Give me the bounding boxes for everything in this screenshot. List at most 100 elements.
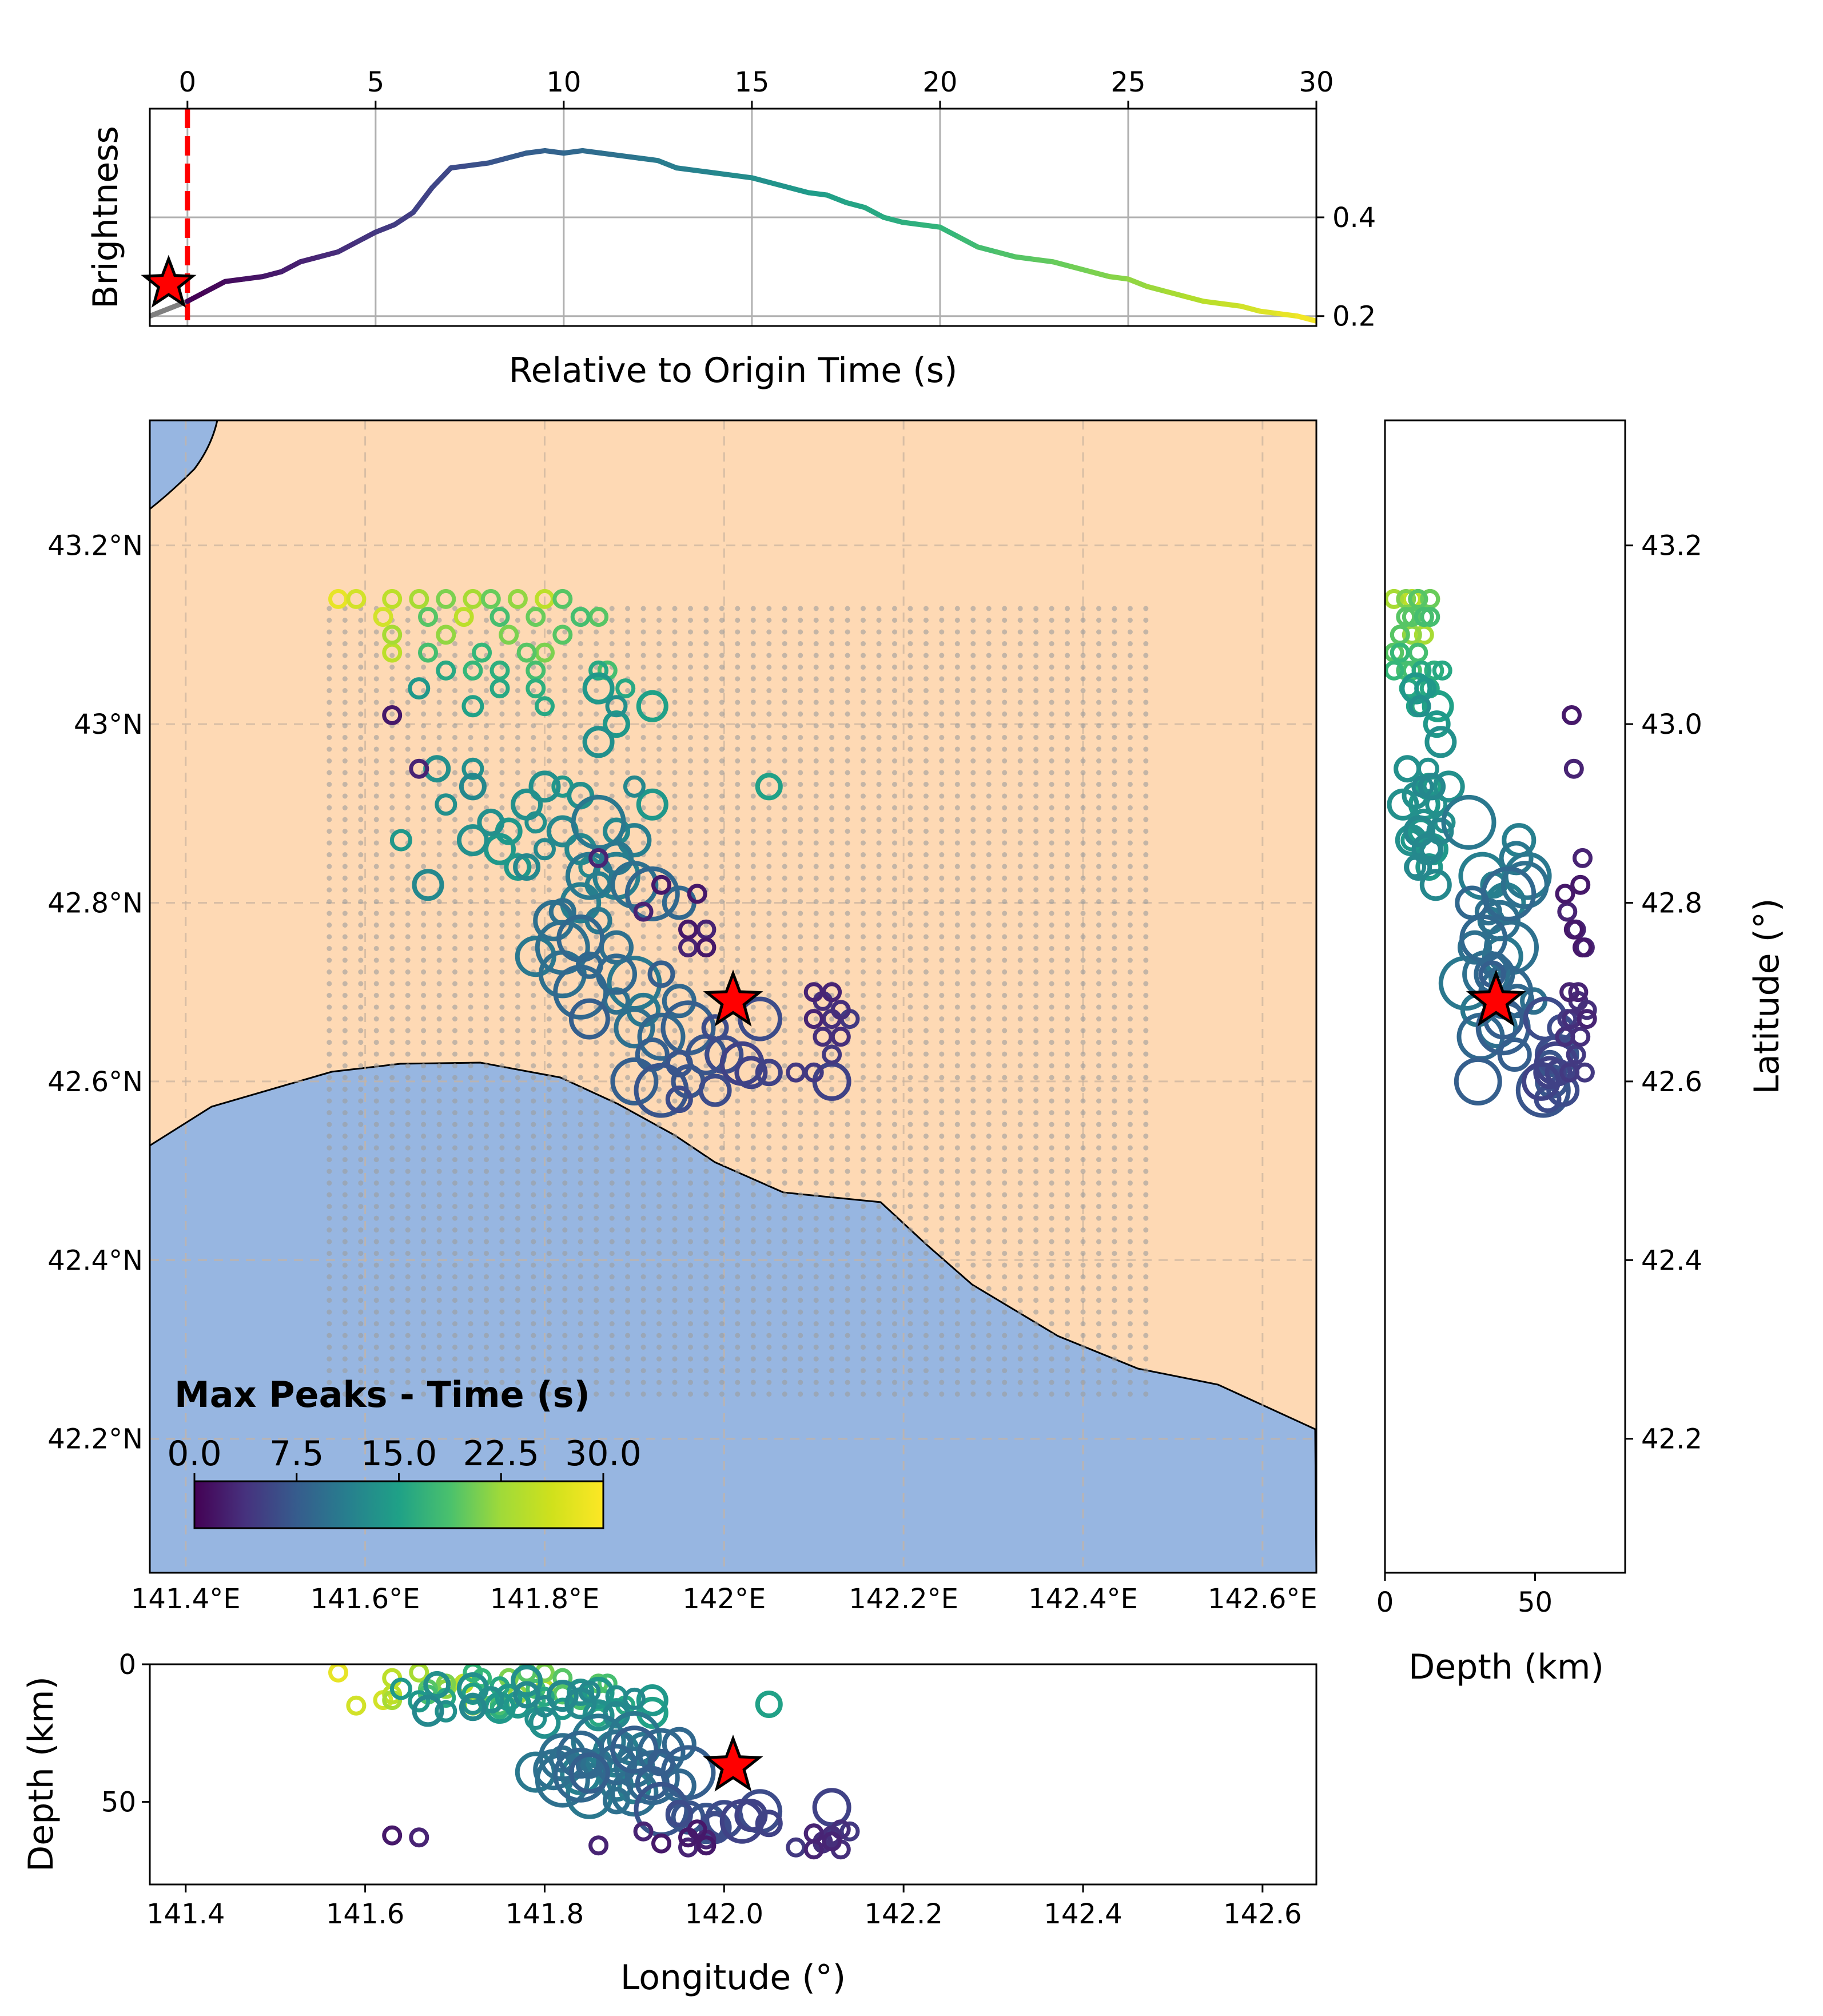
grid-station-dot — [1065, 676, 1070, 682]
brightness-segment — [373, 222, 397, 235]
grid-station-dot — [562, 676, 568, 682]
grid-station-dot — [798, 676, 803, 682]
grid-station-dot — [327, 1004, 332, 1010]
grid-station-dot — [798, 746, 803, 752]
grid-station-dot — [342, 817, 348, 822]
grid-station-dot — [389, 1087, 395, 1092]
grid-station-dot — [1143, 629, 1149, 635]
grid-station-dot — [923, 1075, 929, 1080]
grid-station-dot — [861, 1075, 866, 1080]
grid-station-dot — [892, 746, 897, 752]
grid-station-dot — [907, 1075, 913, 1080]
grid-station-dot — [703, 1262, 709, 1268]
grid-station-dot — [484, 1215, 489, 1221]
grid-station-dot — [468, 1274, 473, 1280]
grid-station-dot — [562, 723, 568, 729]
grid-station-dot — [672, 641, 678, 646]
grid-station-dot — [1002, 699, 1008, 705]
grid-station-dot — [609, 1098, 615, 1104]
map-peak-marker — [803, 1009, 824, 1029]
grid-station-dot — [1049, 1098, 1054, 1104]
longitude-depth-marker — [662, 1727, 696, 1761]
grid-station-dot — [327, 817, 332, 822]
grid-station-dot — [452, 1227, 457, 1233]
grid-station-dot — [672, 829, 678, 834]
grid-station-dot — [1017, 688, 1023, 693]
grid-station-dot — [594, 782, 599, 787]
brightness-segment — [618, 153, 642, 161]
grid-station-dot — [1096, 1368, 1101, 1374]
grid-station-dot — [813, 829, 819, 834]
grid-station-dot — [609, 1028, 615, 1033]
grid-station-dot — [1143, 688, 1149, 693]
grid-station-dot — [625, 1145, 631, 1151]
depth-latitude-marker — [1577, 1009, 1597, 1029]
grid-station-dot — [766, 676, 772, 682]
grid-station-dot — [766, 840, 772, 846]
grid-station-dot — [373, 699, 379, 705]
grid-station-dot — [688, 1356, 693, 1362]
grid-station-dot — [766, 1004, 772, 1010]
grid-station-dot — [546, 688, 552, 693]
grid-station-dot — [640, 665, 646, 670]
grid-station-dot — [546, 618, 552, 623]
grid-station-dot — [876, 1122, 882, 1127]
grid-station-dot — [1143, 1251, 1149, 1256]
grid-station-dot — [703, 817, 709, 822]
grid-station-dot — [1065, 1251, 1070, 1256]
grid-station-dot — [923, 758, 929, 764]
grid-station-dot — [436, 864, 442, 869]
grid-station-dot — [939, 629, 945, 635]
grid-station-dot — [970, 641, 976, 646]
grid-station-dot — [609, 1227, 615, 1233]
grid-station-dot — [782, 1145, 787, 1151]
grid-station-dot — [436, 1274, 442, 1280]
grid-station-dot — [373, 723, 379, 729]
grid-station-dot — [672, 1379, 678, 1385]
grid-station-dot — [531, 1087, 536, 1092]
grid-station-dot — [499, 1063, 505, 1069]
grid-station-dot — [484, 922, 489, 928]
grid-station-dot — [546, 1333, 552, 1338]
grid-station-dot — [876, 1379, 882, 1385]
grid-station-dot — [468, 1333, 473, 1338]
grid-station-dot — [342, 641, 348, 646]
grid-station-dot — [1080, 852, 1086, 857]
grid-station-dot — [845, 782, 850, 787]
grid-station-dot — [327, 934, 332, 940]
grid-station-dot — [750, 899, 756, 904]
grid-station-dot — [986, 723, 992, 729]
grid-station-dot — [954, 711, 960, 717]
grid-station-dot — [1017, 1286, 1023, 1291]
grid-station-dot — [688, 1298, 693, 1303]
grid-station-dot — [640, 746, 646, 752]
grid-station-dot — [719, 1110, 725, 1116]
grid-station-dot — [452, 1286, 457, 1291]
grid-station-dot — [845, 606, 850, 611]
grid-station-dot — [986, 1239, 992, 1244]
grid-station-dot — [876, 770, 882, 776]
grid-station-dot — [892, 782, 897, 787]
grid-station-dot — [798, 793, 803, 799]
grid-station-dot — [970, 606, 976, 611]
grid-station-dot — [892, 805, 897, 810]
depth-latitude-marker — [1500, 861, 1549, 909]
grid-station-dot — [358, 1204, 364, 1210]
grid-station-dot — [876, 665, 882, 670]
depth-latitude-y-ticks: 42.242.442.642.843.043.2 — [1625, 530, 1702, 1456]
grid-station-dot — [688, 1075, 693, 1080]
grid-station-dot — [719, 1345, 725, 1350]
grid-station-dot — [436, 1309, 442, 1315]
grid-station-dot — [845, 1180, 850, 1186]
grid-station-dot — [1112, 1110, 1117, 1116]
grid-station-dot — [1065, 1379, 1070, 1385]
grid-station-dot — [358, 1016, 364, 1022]
grid-station-dot — [1127, 653, 1133, 658]
grid-station-dot — [342, 864, 348, 869]
grid-station-dot — [468, 910, 473, 916]
grid-station-dot — [719, 981, 725, 987]
grid-station-dot — [1049, 1075, 1054, 1080]
grid-station-dot — [923, 876, 929, 881]
grid-station-dot — [986, 1333, 992, 1338]
grid-station-dot — [640, 735, 646, 740]
